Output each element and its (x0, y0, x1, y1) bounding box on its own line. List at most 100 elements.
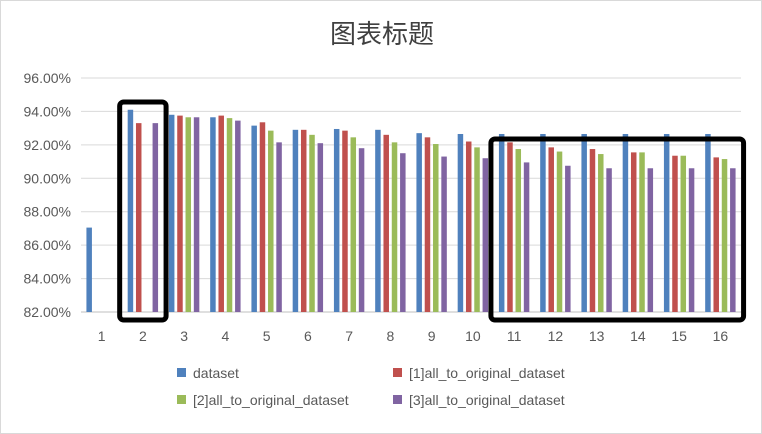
bar (507, 142, 513, 312)
x-tick-label: 6 (304, 328, 312, 344)
bar (663, 133, 670, 312)
legend-swatch (393, 395, 402, 404)
bar (152, 123, 159, 312)
bar (358, 148, 365, 312)
bar (135, 123, 142, 312)
legend-label: dataset (193, 365, 239, 381)
bar (465, 141, 472, 312)
bar (235, 120, 241, 312)
legend-label: [2]all_to_original_dataset (193, 392, 349, 408)
bar (350, 137, 357, 312)
bar (218, 115, 224, 312)
highlight-boxes (117, 99, 747, 323)
legend-swatch (177, 395, 186, 404)
highlight-box (117, 99, 169, 323)
bar (680, 155, 687, 312)
bar (433, 144, 439, 312)
bar (309, 134, 315, 312)
x-tick-label: 4 (221, 328, 229, 344)
x-tick-label: 7 (345, 328, 353, 344)
bar (342, 130, 348, 312)
bar (639, 152, 645, 312)
x-tick-label: 10 (465, 328, 481, 344)
bar (441, 156, 447, 312)
x-tick-label: 12 (548, 328, 564, 344)
bar (276, 142, 282, 312)
bar (375, 129, 381, 312)
x-tick-label: 16 (713, 328, 729, 344)
bar (705, 133, 711, 312)
bars (86, 109, 736, 313)
x-tick-label: 14 (630, 328, 646, 344)
bar (474, 147, 480, 312)
y-tick-label: 90.00% (24, 170, 71, 186)
bar (210, 117, 216, 313)
bar (259, 122, 266, 313)
bar (606, 168, 612, 312)
bar (292, 129, 299, 312)
bar (556, 151, 563, 312)
y-tick-label: 84.00% (24, 271, 71, 287)
bar (251, 125, 257, 312)
bar (498, 133, 505, 312)
bar (721, 159, 728, 312)
x-axis-tick-labels: 1 2 3 4 5 6 7 8 9 10 11 12 13 14 15 16 (98, 328, 729, 344)
bar (622, 133, 629, 312)
bar (672, 155, 678, 312)
bar (424, 137, 431, 312)
bar (185, 117, 192, 313)
bar (416, 133, 422, 312)
bar (317, 143, 324, 312)
bar (482, 158, 489, 312)
highlight-box (488, 136, 747, 323)
x-tick-label: 9 (428, 328, 436, 344)
x-tick-label: 3 (180, 328, 188, 344)
bar (647, 168, 654, 312)
bar (688, 168, 695, 312)
bar (391, 142, 398, 312)
bar (333, 128, 340, 312)
y-tick-label: 92.00% (24, 137, 71, 153)
bar (300, 129, 307, 312)
bar (630, 152, 637, 312)
y-tick-label: 96.00% (24, 70, 71, 86)
bar (540, 133, 546, 312)
x-tick-label: 2 (139, 328, 147, 344)
bar (730, 168, 736, 312)
x-tick-label: 13 (589, 328, 605, 344)
bar (515, 149, 522, 312)
bar (177, 115, 183, 312)
x-tick-label: 11 (507, 328, 522, 344)
x-tick-label: 5 (263, 328, 271, 344)
bar (457, 133, 464, 312)
bar (589, 149, 596, 312)
bar (523, 162, 530, 312)
legend-label: [3]all_to_original_dataset (409, 392, 565, 408)
y-tick-label: 94.00% (24, 103, 71, 119)
bar (168, 114, 175, 313)
x-tick-label: 8 (386, 328, 394, 344)
bar (548, 147, 554, 312)
bar (713, 157, 719, 312)
bar (268, 130, 274, 312)
bar (400, 153, 406, 312)
x-tick-label: 15 (671, 328, 687, 344)
bar (598, 154, 604, 312)
legend-swatch (177, 368, 186, 377)
y-tick-label: 86.00% (24, 237, 71, 253)
legend-label: [1]all_to_original_dataset (409, 365, 565, 381)
x-tick-label: 1 (98, 328, 106, 344)
bar (581, 133, 587, 312)
legend-swatch (393, 368, 402, 377)
bar (86, 227, 92, 312)
y-tick-label: 82.00% (24, 304, 71, 320)
y-axis-tick-labels: 82.00% 84.00% 86.00% 88.00% 90.00% 92.00% 94.0… (24, 70, 71, 320)
bar (226, 118, 233, 312)
chart-title: 图表标题 (330, 20, 434, 50)
bar (383, 134, 389, 312)
bar (127, 109, 134, 312)
bar (193, 117, 200, 313)
bar (565, 165, 571, 312)
